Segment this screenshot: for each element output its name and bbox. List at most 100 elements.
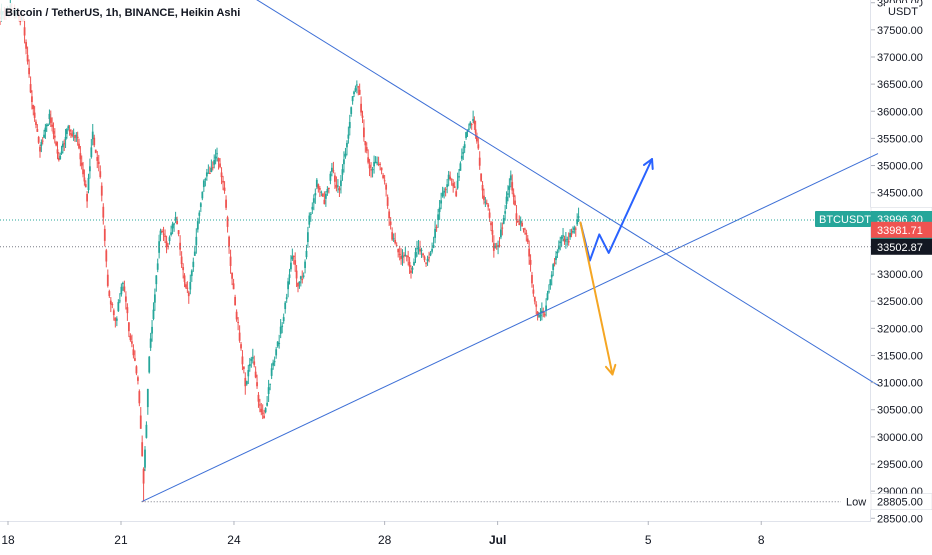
candle-body (487, 204, 490, 207)
candle-body (373, 161, 375, 167)
candle-body (477, 144, 480, 149)
candle-body (379, 163, 382, 165)
candle-body (376, 162, 378, 164)
candle-body (32, 104, 35, 109)
candle-body (131, 341, 133, 344)
candle-body (155, 275, 158, 285)
x-tick-label: 24 (227, 533, 241, 547)
candle-body (443, 190, 446, 193)
candle-body (348, 121, 351, 129)
candle-body (467, 128, 470, 130)
candle-body (550, 274, 553, 278)
candle-body (141, 442, 144, 457)
candle-body (36, 129, 39, 132)
candle-body (405, 255, 408, 257)
candle-body (397, 248, 400, 253)
low-name-bg (841, 493, 871, 510)
candle-body (51, 124, 54, 127)
candle-body (260, 408, 263, 413)
candle-body (335, 184, 338, 188)
candle-body (291, 256, 294, 260)
candle-body (297, 282, 299, 287)
candle-body (326, 189, 329, 193)
candle-body (90, 147, 93, 158)
projection-path[interactable] (579, 221, 614, 376)
candle-body (78, 143, 80, 149)
candle-body (555, 256, 557, 261)
candle-body (253, 361, 256, 365)
candle-body (386, 197, 389, 206)
candle-body (102, 206, 105, 218)
candle-body (87, 177, 90, 191)
candle-body (365, 147, 368, 151)
candle-body (505, 196, 508, 204)
candle-body (480, 173, 483, 181)
candle-body (214, 156, 217, 159)
candle-body (515, 213, 518, 221)
candle-body (321, 193, 324, 197)
chart-title: Bitcoin / TetherUS, 1h, BINANCE, Heikin … (5, 7, 240, 19)
candle-body (273, 361, 276, 363)
candle-body (431, 248, 433, 252)
projection-arrowhead (642, 158, 654, 170)
candle-body (132, 349, 135, 356)
candle-body (254, 371, 257, 378)
candle-body (543, 314, 546, 316)
candle-body (251, 357, 254, 359)
candle-body (556, 252, 559, 254)
candle-body (524, 228, 526, 230)
candle-body (148, 356, 151, 373)
candle-body (501, 227, 504, 229)
trendline[interactable] (141, 153, 879, 503)
candle-body (213, 160, 216, 165)
candle-body (40, 142, 43, 146)
candle-body (33, 112, 36, 118)
candle-body (344, 153, 347, 157)
candle-body (176, 220, 179, 225)
candle-body (270, 368, 273, 376)
trendline[interactable] (253, 0, 879, 386)
candle-body (67, 126, 70, 129)
price-unit-label: USDT (888, 6, 918, 18)
candle-body (317, 184, 320, 189)
y-tick-label: 36000.00 (877, 106, 923, 118)
candle-body (404, 254, 407, 257)
y-tick-label: 31500.00 (877, 350, 923, 362)
candle-body (174, 217, 177, 221)
candle-body (266, 402, 269, 406)
candle-body (57, 157, 60, 161)
candle-body (144, 449, 146, 468)
candle-body (511, 182, 514, 191)
candle-body (411, 267, 414, 270)
candle-body (323, 199, 326, 205)
candle-body (429, 253, 432, 256)
candle-body (374, 161, 377, 163)
candle-body (84, 184, 87, 188)
candle-body (512, 193, 515, 197)
candle-body (462, 152, 465, 154)
candle-body (164, 235, 166, 237)
candle-body (492, 243, 495, 251)
candle-body (278, 343, 281, 345)
candle-body (425, 262, 427, 264)
candle-body (106, 274, 109, 286)
candle-body (452, 183, 455, 187)
candle-body (235, 311, 238, 320)
candle-body (438, 207, 441, 213)
candle-body (343, 159, 345, 165)
candle-body (536, 311, 539, 316)
candle-body (403, 255, 405, 257)
candle-body (337, 185, 339, 187)
candle-body (26, 54, 29, 62)
candle-body (422, 253, 424, 256)
x-tick-label: 18 (1, 533, 15, 547)
candle-body (472, 119, 475, 121)
candle-body (25, 42, 27, 49)
candle-body (309, 213, 312, 215)
candle-body (53, 135, 56, 138)
candle-body (420, 249, 423, 251)
candle-body (204, 178, 207, 180)
candle-body (546, 293, 549, 300)
candle-body (276, 341, 279, 347)
